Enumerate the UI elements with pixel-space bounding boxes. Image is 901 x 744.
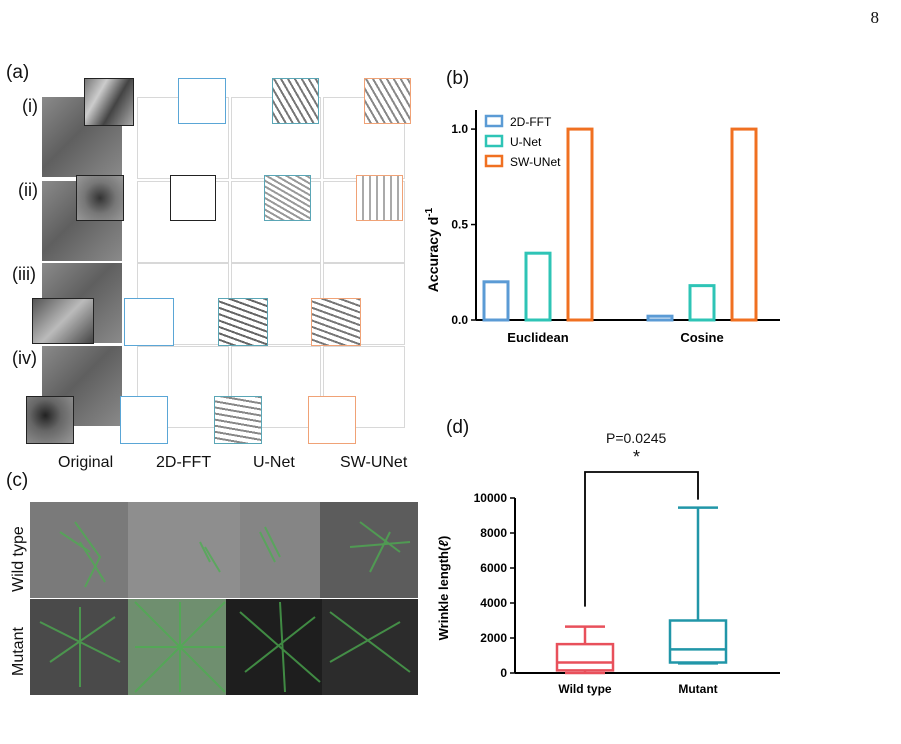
legend-swatch xyxy=(484,114,504,128)
unet-zoom-iv xyxy=(214,396,262,444)
fft-zoom-i xyxy=(178,78,226,124)
y-axis-label-end: ) xyxy=(436,536,451,540)
x-tick-label: Mutant xyxy=(678,682,717,696)
bar-u-net-cosine xyxy=(688,284,716,322)
y-axis-label-symbol: ℓ xyxy=(436,540,451,547)
column-label-unet: U-Net xyxy=(253,454,295,471)
legend-label: 2D-FFT xyxy=(510,115,552,129)
column-label-swunet: SW-UNet xyxy=(340,454,408,471)
fft-zoom-iv xyxy=(120,396,168,444)
unet-zoom-iii xyxy=(218,298,268,346)
row-label-wild-type: Wild type xyxy=(10,526,27,592)
significance-star: * xyxy=(633,447,641,467)
box-mutant xyxy=(668,619,728,664)
row-label-ii: (ii) xyxy=(18,180,38,200)
swunet-zoom-ii xyxy=(356,175,403,221)
y-tick-label: 0.0 xyxy=(451,313,468,327)
y-tick-label: 2000 xyxy=(480,631,507,645)
swunet-zoom-iii xyxy=(311,298,361,346)
significance-bracket xyxy=(584,471,699,607)
original-zoom-ii xyxy=(76,175,124,221)
y-axis-label: Wrinkle length(ℓ) xyxy=(436,536,451,641)
panel-d-label: (d) xyxy=(446,417,470,438)
unet-zoom-ii xyxy=(264,175,311,221)
wild-type-image-4 xyxy=(320,502,418,598)
box-wild-type xyxy=(555,642,615,672)
wrinkle-overlay xyxy=(39,521,411,693)
y-tick-label: 8000 xyxy=(480,526,507,540)
bar-sw-unet-euclidean xyxy=(566,127,594,322)
y-tick-label: 0.5 xyxy=(451,218,468,232)
column-label-fft: 2D-FFT xyxy=(156,454,212,471)
row-label-mutant: Mutant xyxy=(10,627,27,676)
original-zoom-i xyxy=(84,78,134,126)
page-number: 8 xyxy=(870,8,880,27)
x-tick-label: Euclidean xyxy=(507,330,568,345)
panel-b-label: (b) xyxy=(446,68,470,89)
wrinkle-length-box-plot: 0 2000 4000 6000 8000 10000 Wrinkle length(ℓ) W… xyxy=(436,471,780,696)
y-tick-label: 10000 xyxy=(474,491,508,505)
x-tick-label: Cosine xyxy=(680,330,723,345)
panel-c-label: (c) xyxy=(6,470,29,491)
original-zoom-iii xyxy=(32,298,94,344)
fft-zoom-iii xyxy=(124,298,174,346)
column-label-original: Original xyxy=(58,454,114,471)
panel-a-label: (a) xyxy=(6,62,30,83)
y-axis-label-superscript: -1 xyxy=(424,207,435,216)
mutant-image-4 xyxy=(322,599,418,695)
legend-swatch xyxy=(484,134,504,148)
original-zoom-iv xyxy=(26,396,74,444)
y-tick-label: 6000 xyxy=(480,561,507,575)
legend-label: SW-UNet xyxy=(510,155,561,169)
row-label-i: (i) xyxy=(22,96,38,116)
y-axis-label: Accuracy d-1 xyxy=(424,207,441,292)
wild-type-image-2 xyxy=(128,502,240,598)
swunet-zoom-i xyxy=(364,78,411,124)
bar-2d-fft-cosine xyxy=(646,314,674,322)
accuracy-bar-chart: 0.0 0.5 1.0 Accuracy d-1 Euclidean Cosine 2D-F… xyxy=(424,110,780,345)
wild-type-image-1 xyxy=(30,502,128,598)
bar-sw-unet-cosine xyxy=(730,127,758,322)
p-value-label: P=0.0245 xyxy=(606,430,667,446)
swunet-zoom-iv xyxy=(308,396,356,444)
bar-2d-fft-euclidean xyxy=(482,280,510,322)
y-tick-label: 0 xyxy=(500,666,507,680)
unet-zoom-i xyxy=(272,78,319,124)
wild-type-image-3 xyxy=(240,502,320,598)
row-label-iv: (iv) xyxy=(12,348,37,368)
y-tick-label: 4000 xyxy=(480,596,507,610)
fft-zoom-ii xyxy=(170,175,216,221)
row-label-iii: (iii) xyxy=(12,264,36,284)
y-tick-label: 1.0 xyxy=(451,122,468,136)
bar-u-net-euclidean xyxy=(524,251,552,322)
legend-label: U-Net xyxy=(510,135,542,149)
legend-swatch xyxy=(484,154,504,168)
x-tick-label: Wild type xyxy=(558,682,612,696)
